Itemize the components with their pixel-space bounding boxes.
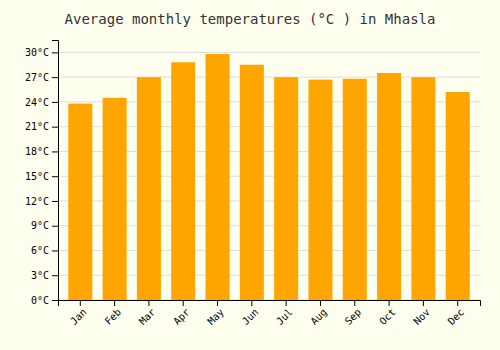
- bar: [274, 77, 298, 300]
- bars: [68, 54, 469, 300]
- plot: Jan Feb Mar Apr May Jun Jul Aug Sep Oct Nov Dec 0°C 3…: [25, 41, 481, 327]
- tick-label: Oct: [377, 306, 398, 327]
- tick-mark: [423, 300, 424, 306]
- tick-mark: [251, 300, 252, 306]
- tick-label: 12°C: [25, 196, 49, 207]
- tick: 9°C: [31, 220, 58, 231]
- tick-mark: [52, 151, 58, 152]
- tick-mark: [52, 127, 58, 128]
- title: Average monthly temperatures (°C ) in Mh…: [65, 11, 436, 27]
- tick: 3°C: [31, 270, 58, 281]
- tick-label: 27°C: [25, 72, 49, 83]
- axis-line: [52, 41, 59, 301]
- tick-label: Apr: [171, 306, 192, 327]
- bar: [68, 104, 92, 300]
- axis-line: [59, 301, 481, 307]
- tick-label: Jan: [68, 306, 89, 327]
- tick: Apr: [171, 300, 192, 327]
- tick-label: Mar: [137, 306, 158, 327]
- bar: [137, 77, 161, 300]
- tick-mark: [52, 102, 58, 103]
- tick: 12°C: [25, 196, 58, 207]
- chart: Average monthly temperatures (°C ) in Mh…: [0, 0, 500, 350]
- tick: 15°C: [25, 171, 58, 182]
- tick-label: Sep: [343, 306, 364, 327]
- tick-label: 6°C: [31, 245, 49, 256]
- tick-mark: [52, 300, 58, 301]
- tick-mark: [52, 77, 58, 78]
- tick-mark: [52, 52, 58, 53]
- tick-mark: [80, 300, 81, 306]
- x-axis: Jan Feb Mar Apr May Jun Jul Aug Sep Oct Nov Dec: [59, 300, 481, 327]
- tick: 18°C: [25, 146, 58, 157]
- tick-label: Aug: [308, 306, 329, 327]
- y-axis: 0°C 3°C 6°C 9°C 12°C 15°C 18°C 21°C 24°C 27°C 30°C: [25, 41, 59, 306]
- bar: [171, 62, 195, 300]
- tick: Aug: [308, 300, 329, 327]
- tick-mark: [52, 250, 58, 251]
- tick-mark: [320, 300, 321, 306]
- tick: May: [205, 300, 226, 327]
- tick: 21°C: [25, 121, 58, 132]
- tick: Feb: [103, 300, 124, 327]
- tick-mark: [114, 300, 115, 306]
- tick: 24°C: [25, 97, 58, 108]
- tick: Jun: [240, 300, 261, 327]
- tick: Jul: [274, 300, 295, 327]
- tick-label: 18°C: [25, 146, 49, 157]
- tick-mark: [52, 176, 58, 177]
- tick: Jan: [68, 300, 89, 327]
- bar: [446, 92, 470, 300]
- tick: Oct: [377, 300, 398, 327]
- tick-label: 24°C: [25, 97, 49, 108]
- grid: [58, 52, 480, 300]
- tick-mark: [354, 300, 355, 306]
- tick-label: Nov: [411, 306, 432, 327]
- grid-line: [58, 52, 480, 53]
- bar: [103, 98, 127, 300]
- tick-mark: [286, 300, 287, 306]
- tick-label: 15°C: [25, 171, 49, 182]
- tick-mark: [183, 300, 184, 306]
- tick-label: 30°C: [25, 47, 49, 58]
- tick: Dec: [446, 300, 467, 327]
- bar: [240, 65, 264, 300]
- tick-mark: [52, 226, 58, 227]
- tick-label: 9°C: [31, 220, 49, 231]
- tick-label: Dec: [446, 306, 467, 327]
- tick-label: 0°C: [31, 295, 49, 306]
- tick-label: May: [205, 306, 226, 327]
- tick-mark: [52, 201, 58, 202]
- tick-label: 21°C: [25, 121, 49, 132]
- tick: 0°C: [31, 295, 58, 306]
- bar: [343, 79, 367, 300]
- tick-mark: [217, 300, 218, 306]
- tick-label: Jun: [240, 306, 261, 327]
- tick: Sep: [343, 300, 364, 327]
- bar: [308, 80, 332, 300]
- tick-label: Jul: [274, 306, 295, 327]
- tick: 6°C: [31, 245, 58, 256]
- bar: [411, 77, 435, 300]
- bar: [377, 73, 401, 300]
- tick-label: Feb: [103, 306, 124, 327]
- tick: Nov: [411, 300, 432, 327]
- tick: 30°C: [25, 47, 58, 58]
- tick-mark: [148, 300, 149, 306]
- bar: [206, 54, 230, 300]
- tick-mark: [389, 300, 390, 306]
- tick-label: 3°C: [31, 270, 49, 281]
- tick: 27°C: [25, 72, 58, 83]
- tick-mark: [52, 275, 58, 276]
- tick-mark: [457, 300, 458, 306]
- tick: Mar: [137, 300, 158, 327]
